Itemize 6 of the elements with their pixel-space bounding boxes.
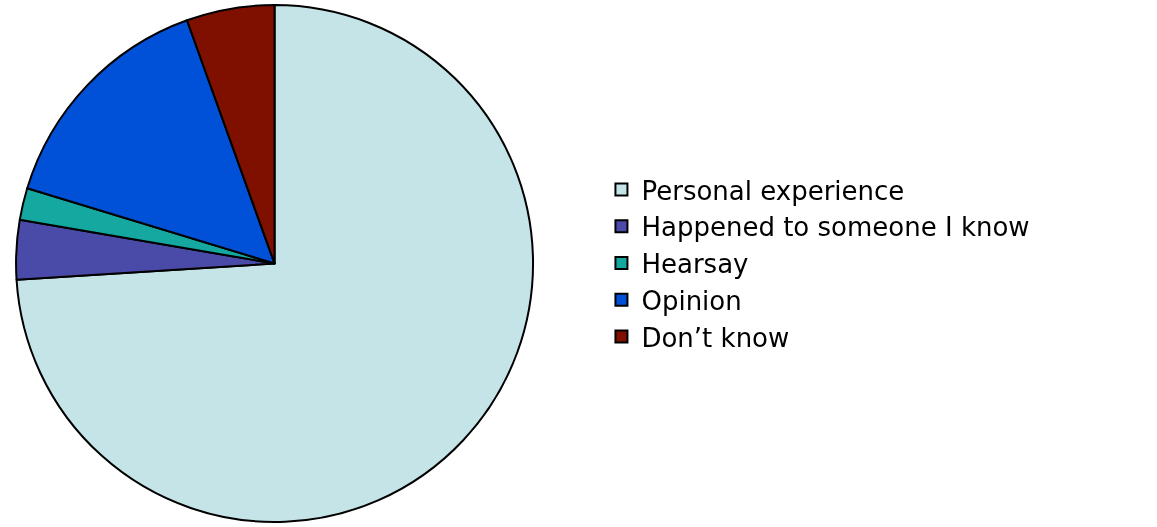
- legend-label: Happened to someone I know: [641, 212, 1030, 243]
- pie-slice: [15, 4, 534, 523]
- legend-label: Hearsay: [641, 249, 749, 280]
- legend-label: Opinion: [641, 285, 742, 316]
- legend-label: Personal experience: [641, 175, 905, 206]
- legend-label: Don’t know: [641, 322, 790, 353]
